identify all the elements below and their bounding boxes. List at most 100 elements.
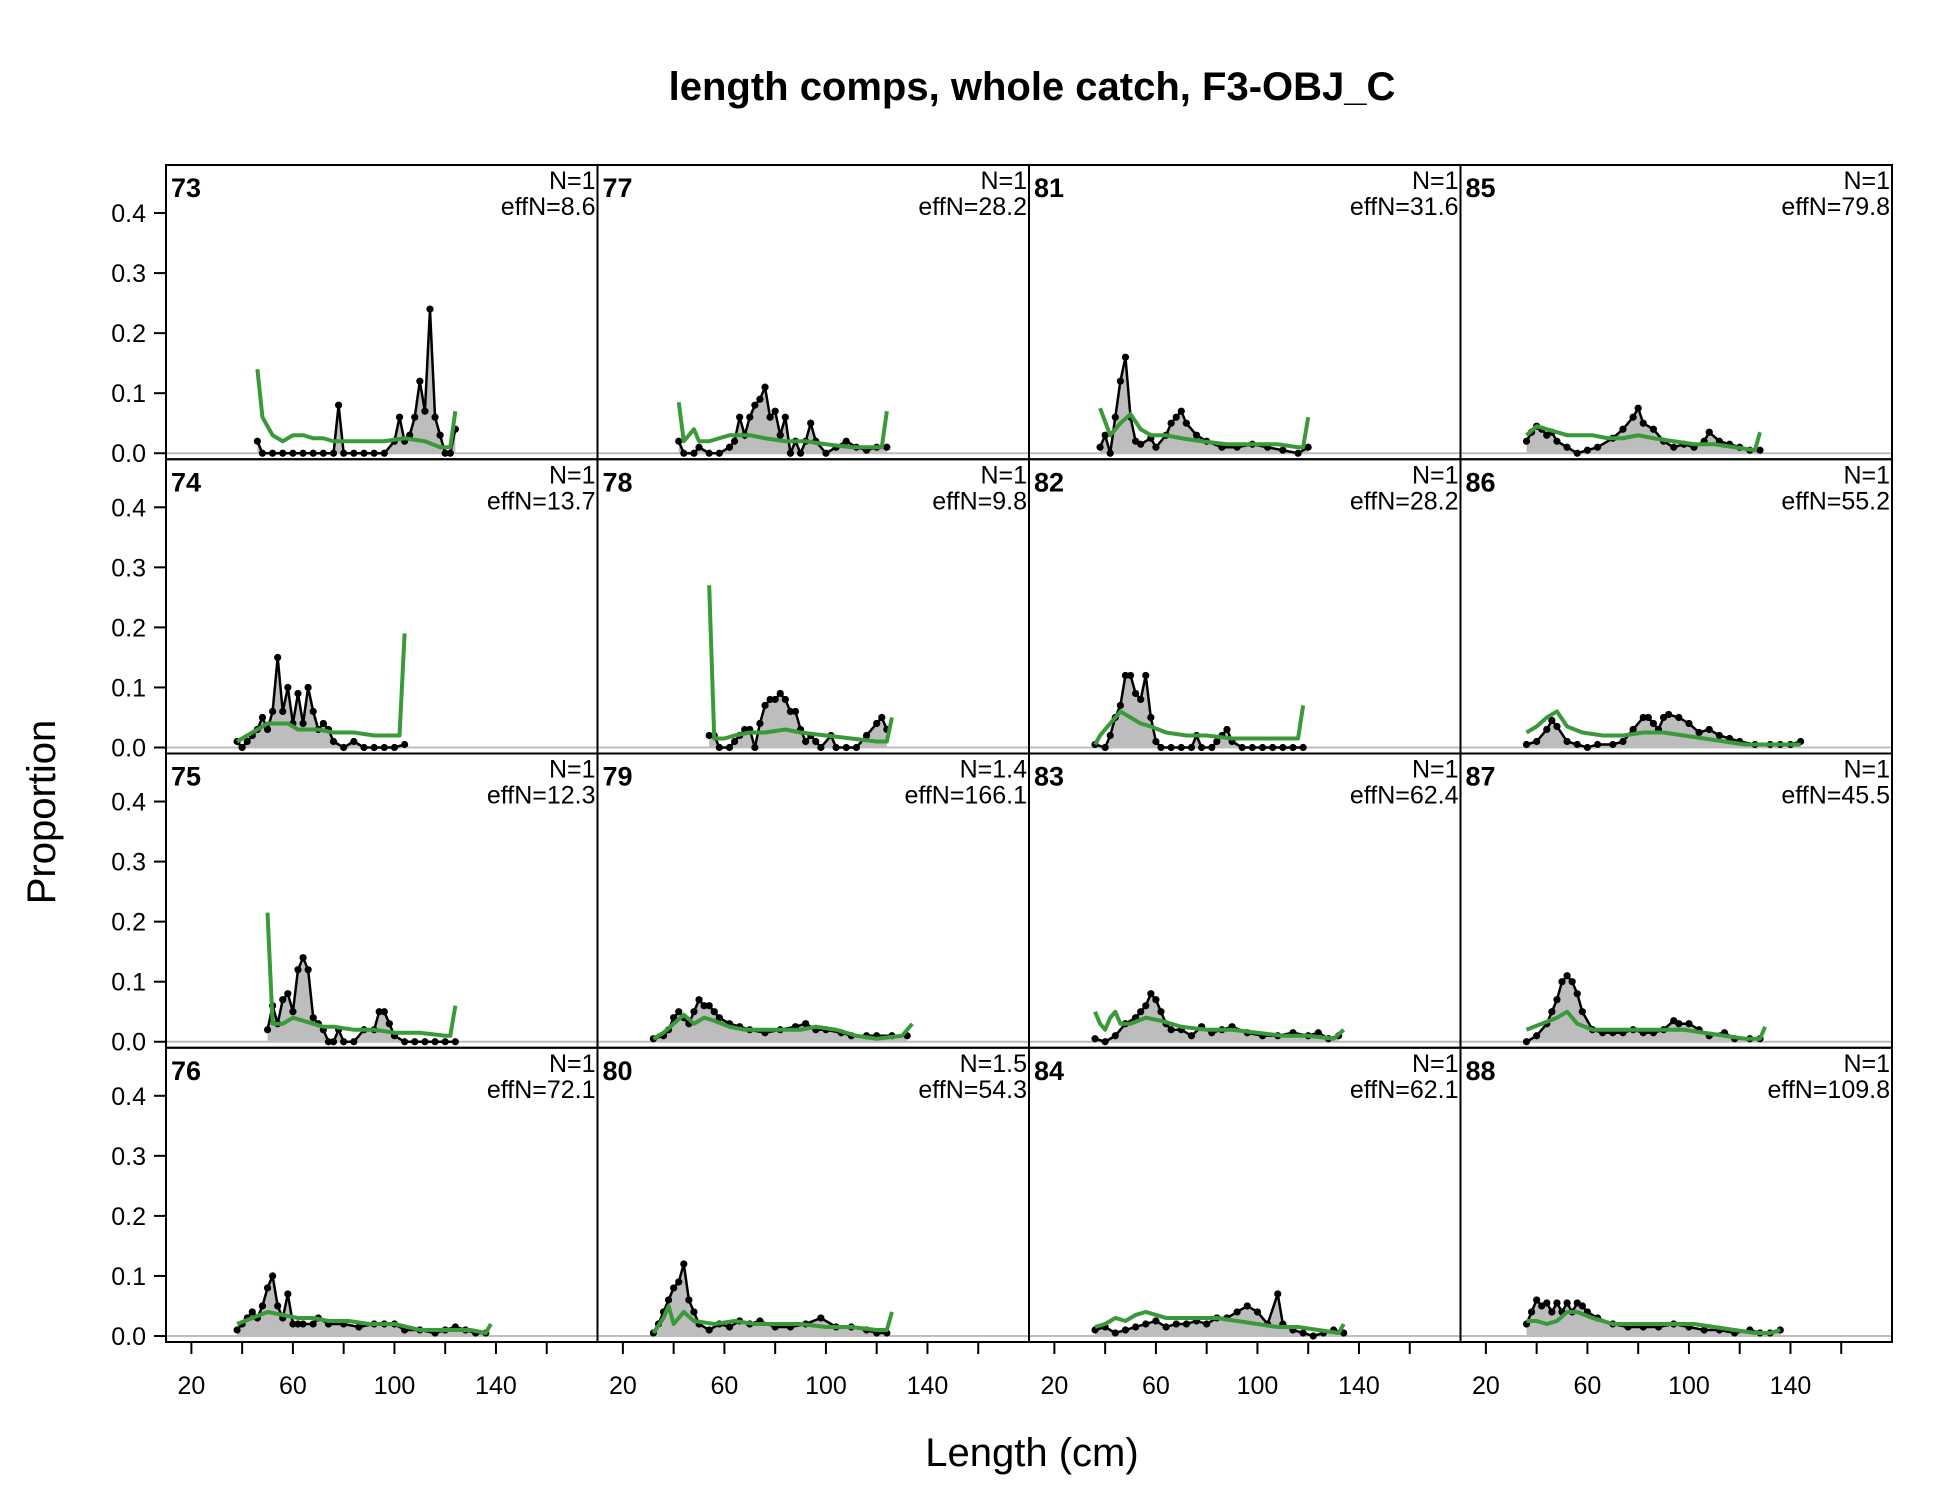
observed-point <box>1132 689 1140 698</box>
y-tick-label: 0.1 <box>111 969 146 997</box>
observed-point <box>873 719 881 728</box>
observed-point <box>299 719 307 728</box>
observed-point <box>309 449 317 457</box>
observed-point <box>370 743 378 752</box>
y-tick-label: 0.2 <box>111 909 146 937</box>
observed-point <box>431 1038 439 1046</box>
observed-point <box>1157 743 1165 752</box>
observed-point <box>400 740 409 749</box>
observed-point <box>233 1326 241 1334</box>
observed-point <box>761 383 769 391</box>
observed-point <box>289 449 297 457</box>
observed-point <box>680 449 688 457</box>
panel-year-label: 86 <box>1466 467 1496 497</box>
observed-point <box>1238 743 1246 752</box>
observed-point <box>761 701 769 710</box>
expected-line <box>265 912 458 1038</box>
panel-effn-label: effN=8.6 <box>501 193 596 221</box>
observed-point <box>243 737 251 746</box>
observed-point <box>1101 1038 1109 1046</box>
observed-point <box>1639 713 1647 722</box>
observed-point <box>1675 1020 1683 1028</box>
observed-point <box>1111 1329 1119 1337</box>
observed-point <box>1675 713 1683 722</box>
observed-point <box>426 305 434 313</box>
observed-point <box>340 449 348 457</box>
observed-point <box>751 743 759 752</box>
observed-point <box>385 1020 393 1028</box>
observed-point <box>289 1008 297 1016</box>
observed-point <box>1548 716 1556 725</box>
observed-point <box>746 413 754 421</box>
observed-point <box>786 449 795 457</box>
panel-n-label: N=1 <box>1412 1050 1459 1078</box>
observed-point <box>1096 443 1104 451</box>
observed-point <box>776 431 784 439</box>
observed-point <box>1121 671 1130 680</box>
observed-point <box>360 449 368 457</box>
observed-point <box>1203 1320 1211 1328</box>
observed-point <box>274 653 282 662</box>
observed-point <box>664 1296 673 1304</box>
observed-point <box>730 737 739 746</box>
observed-point <box>1152 996 1160 1004</box>
observed-point <box>675 1008 683 1016</box>
panel-year-label: 83 <box>1034 762 1064 792</box>
observed-point <box>1639 419 1647 427</box>
observed-point <box>1533 1032 1541 1040</box>
observed-point <box>1527 1308 1536 1316</box>
observed-point <box>1670 443 1678 451</box>
observed-point <box>421 1038 429 1046</box>
observed-point <box>1172 1320 1180 1328</box>
y-tick-label: 0.2 <box>111 1203 146 1231</box>
x-tick-label: 20 <box>609 1372 637 1400</box>
panel-effn-label: effN=31.6 <box>1350 193 1459 221</box>
panel-n-label: N=1 <box>1843 756 1890 784</box>
observed-point <box>1543 1299 1551 1307</box>
observed-point <box>1756 446 1764 454</box>
observed-point <box>380 1008 388 1016</box>
x-tick-label: 60 <box>711 1372 739 1400</box>
observed-point <box>670 1284 678 1292</box>
panel-effn-label: effN=45.5 <box>1781 782 1890 810</box>
observed-point <box>329 737 338 746</box>
observed-point <box>1548 1008 1556 1016</box>
observed-point <box>1619 737 1627 746</box>
observed-area <box>1094 993 1339 1042</box>
observed-point <box>1314 1029 1322 1037</box>
expected-line <box>651 1303 894 1335</box>
observed-point <box>1294 449 1302 457</box>
observed-point <box>1223 725 1231 734</box>
observed-point <box>878 713 886 722</box>
observed-point <box>675 437 683 445</box>
observed-point <box>350 1038 358 1046</box>
observed-point <box>324 1038 333 1046</box>
observed-point <box>1644 713 1652 722</box>
panel-effn-label: effN=109.8 <box>1767 1076 1890 1104</box>
observed-point <box>1705 428 1713 436</box>
observed-point <box>1609 740 1617 749</box>
observed-point <box>1309 1332 1317 1340</box>
observed-point <box>1522 740 1531 749</box>
panel-n-label: N=1 <box>1412 167 1459 195</box>
observed-point <box>705 1002 713 1010</box>
panel-year-label: 87 <box>1466 762 1496 792</box>
observed-point <box>421 407 429 415</box>
expected-line <box>255 368 458 450</box>
observed-point <box>812 737 820 746</box>
observed-area <box>1526 408 1761 454</box>
observed-point <box>269 1272 277 1280</box>
expected-line <box>1525 709 1801 747</box>
observed-point <box>1573 740 1581 749</box>
observed-point <box>771 407 779 415</box>
observed-point <box>1634 404 1642 412</box>
expected-line <box>1526 1309 1781 1335</box>
observed-point <box>1533 737 1541 746</box>
observed-point <box>1167 743 1175 752</box>
observed-point <box>862 731 871 740</box>
y-tick-label: 0.0 <box>111 1323 146 1351</box>
observed-point <box>817 743 825 752</box>
y-tick-label: 0.3 <box>111 849 146 877</box>
observed-point <box>1121 353 1130 361</box>
